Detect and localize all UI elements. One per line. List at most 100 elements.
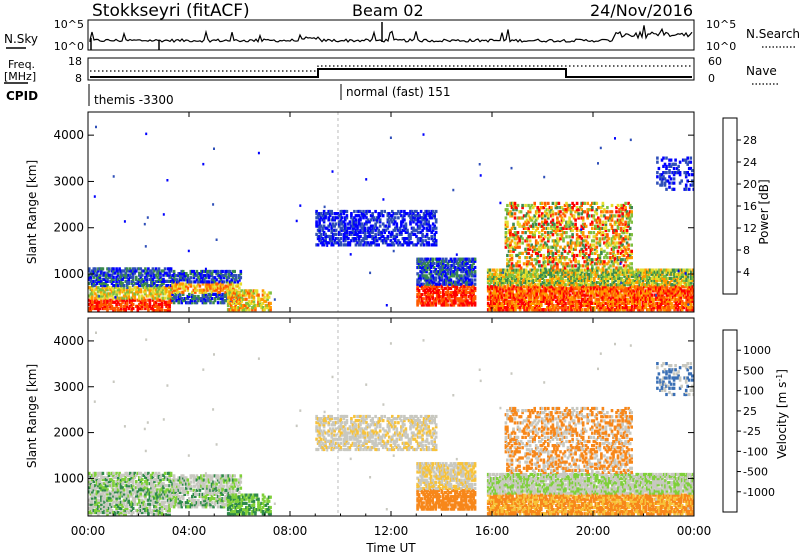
power-echo-cell <box>442 293 445 297</box>
power-echo-cell <box>322 209 326 214</box>
power-echo-cell <box>655 287 658 291</box>
power-echo-cell <box>488 270 492 274</box>
power-echo-cell <box>107 302 111 306</box>
power-echo-cell <box>561 297 564 301</box>
power-echo-cell <box>624 299 628 303</box>
power-echo-cell <box>328 212 332 216</box>
power-echo-cell <box>423 276 427 280</box>
power-echo-cell <box>419 239 423 243</box>
power-echo-cell <box>538 285 542 289</box>
power-echo-cell <box>431 214 435 218</box>
power-echo-cell <box>391 220 394 224</box>
power-echo-cell <box>366 234 370 239</box>
power-echo-cell <box>95 298 99 302</box>
power-echo-cell <box>416 282 419 286</box>
power-echo-cell <box>667 308 670 312</box>
power-echo-cell <box>635 297 638 301</box>
power-echo-cell <box>573 297 576 301</box>
power-echo-cell <box>165 279 168 283</box>
power-echo-cell <box>91 290 94 294</box>
power-echo-cell <box>130 309 133 312</box>
power-echo-cell <box>536 251 539 255</box>
power-echo-cell <box>638 299 641 303</box>
power-echo-cell <box>646 270 649 274</box>
power-echo-cell <box>650 295 654 299</box>
power-echo-cell <box>422 297 425 301</box>
power-echo-cell <box>328 237 332 241</box>
power-echo-cell <box>530 291 534 295</box>
power-echo-cell <box>404 212 408 216</box>
power-echo-cell <box>647 289 651 293</box>
power-echo-cell <box>461 278 465 282</box>
power-echo-cell <box>540 301 543 305</box>
power-echo-cell <box>233 274 236 278</box>
power-echo-cell <box>528 216 532 220</box>
power-echo-cell <box>122 304 126 308</box>
power-echo-cell <box>526 270 529 274</box>
power-echo-cell <box>169 298 173 302</box>
power-echo-cell <box>556 226 559 230</box>
power-echo-cell <box>138 279 141 283</box>
power-echo-cell <box>151 309 155 312</box>
power-echo-cell <box>673 297 676 301</box>
power-echo-cell <box>510 266 514 270</box>
power-echo-cell <box>467 270 471 274</box>
power-echo-cell <box>491 274 495 278</box>
power-echo-cell <box>614 272 617 276</box>
power-echo-cell <box>556 272 560 276</box>
power-echo-cell <box>503 281 507 285</box>
power-echo-cell <box>506 287 510 291</box>
power-echo-cell <box>504 231 508 235</box>
power-echo-cell <box>665 278 669 283</box>
power-echo-cell <box>451 259 454 263</box>
power-echo-cell <box>125 267 129 271</box>
power-echo-cell <box>213 269 217 274</box>
power-echo-cell <box>668 270 672 274</box>
power-echo-cell <box>538 274 542 278</box>
power-echo-cell <box>200 276 203 280</box>
power-echo-cell <box>515 303 519 308</box>
power-echo-cell <box>538 245 541 249</box>
power-echo-cell <box>488 291 492 295</box>
power-echo-cell <box>330 224 333 228</box>
power-echo-cell <box>237 293 241 297</box>
power-echo-cell <box>594 272 598 276</box>
power-echo-cell <box>517 274 520 278</box>
power-echo-cell <box>189 280 193 284</box>
power-echo-cell <box>618 276 622 280</box>
power-echo-cell <box>508 295 511 299</box>
power-echo-cell <box>466 301 469 305</box>
power-echo-cell <box>620 278 623 283</box>
power-echo-cell <box>391 232 394 236</box>
power-echo-cell <box>150 279 153 283</box>
power-echo-cell <box>614 283 617 287</box>
power-echo-cell <box>363 228 367 232</box>
power-echo-cell <box>562 274 566 278</box>
power-echo-cell <box>649 299 652 303</box>
power-echo-cell <box>122 294 126 298</box>
power-echo-cell <box>491 291 495 295</box>
power-echo-cell <box>466 276 469 280</box>
power-echo-cell <box>512 203 515 208</box>
power-echo-cell <box>263 295 266 299</box>
power-echo-cell <box>172 297 176 301</box>
power-echo-cell <box>488 274 492 278</box>
power-echo-cell <box>638 295 641 299</box>
power-echo-cell <box>467 290 471 295</box>
power-echo-cell <box>509 270 513 274</box>
power-echo-cell <box>544 214 547 218</box>
power-echo-cell <box>600 270 604 274</box>
power-echo-cell <box>124 271 127 275</box>
power-echo-cell <box>636 289 640 293</box>
power-echo-cell <box>538 281 542 285</box>
power-echo-cell <box>515 281 519 285</box>
power-echo-cell <box>593 285 596 289</box>
power-echo-cell <box>612 301 616 305</box>
power-echo-cell <box>147 298 150 302</box>
power-echo-cell <box>528 235 532 239</box>
power-echo-cell <box>369 241 373 245</box>
power-echo-cell <box>419 222 423 226</box>
power-echo-cell <box>603 306 607 310</box>
power-echo-cell <box>673 285 676 289</box>
power-echo-cell <box>551 266 555 270</box>
